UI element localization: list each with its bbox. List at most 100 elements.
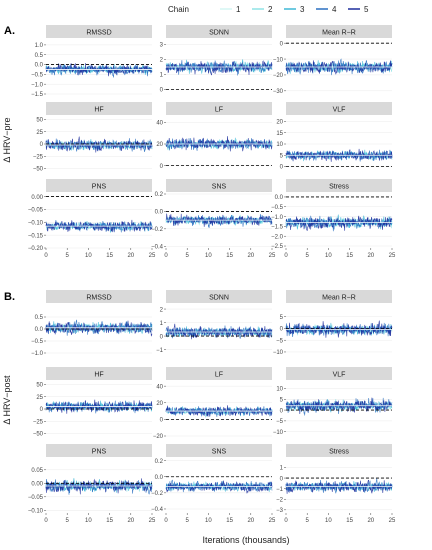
panel-strip bbox=[286, 367, 392, 380]
x-tick-label: 15 bbox=[226, 518, 233, 524]
y-tick-label: −0.5 bbox=[271, 205, 284, 211]
panel-strip bbox=[286, 25, 392, 38]
panel-1-5: VLF 10 5 0 −5 −10 bbox=[273, 367, 393, 436]
panel-title: HF bbox=[94, 107, 103, 114]
trace-chain-4 bbox=[285, 149, 393, 162]
y-tick-label: 0 bbox=[280, 476, 284, 482]
y-tick-label: 0 bbox=[280, 408, 284, 414]
x-tick-label: 0 bbox=[44, 253, 48, 259]
y-tick-label: 1.0 bbox=[35, 43, 44, 49]
y-tick-label: 10 bbox=[276, 387, 283, 393]
x-tick-label: 15 bbox=[106, 253, 113, 259]
y-tick-label: −10 bbox=[273, 430, 284, 436]
y-tick-label: 0 bbox=[280, 327, 284, 333]
x-tick-label: 5 bbox=[186, 518, 190, 524]
x-tick-label: 0 bbox=[284, 253, 288, 259]
y-tick-label: 0.2 bbox=[155, 459, 164, 465]
y-tick-label: −1.5 bbox=[271, 225, 284, 231]
y-tick-label: −1 bbox=[276, 487, 284, 493]
x-tick-label: 5 bbox=[66, 518, 70, 524]
panel-1-6: PNS 0.05 0.00 −0.05 −0.100 5 10 15 20 25 bbox=[28, 444, 156, 524]
panel-0-5: VLF 0 5 10 15 20 bbox=[276, 102, 393, 171]
y-tick-label: 20 bbox=[276, 120, 283, 126]
y-tick-label: −0.10 bbox=[28, 509, 44, 515]
x-tick-label: 15 bbox=[346, 253, 353, 259]
y-tick-label: 2 bbox=[160, 307, 164, 313]
x-tick-label: 0 bbox=[164, 253, 168, 259]
legend-label-5: 5 bbox=[364, 5, 369, 14]
panel-title: SDNN bbox=[209, 30, 229, 37]
trace-chain-4 bbox=[285, 397, 393, 416]
panel-1-7: SNS 0.2 0.0 −0.2 −0.40 5 10 15 20 25 bbox=[151, 444, 276, 524]
panel-title: SDNN bbox=[209, 295, 229, 302]
trace-chain-5 bbox=[285, 479, 393, 494]
y-tick-label: −25 bbox=[33, 154, 44, 160]
panel-strip bbox=[46, 367, 152, 380]
trace-chain-5 bbox=[285, 215, 393, 231]
y-tick-label: 0.0 bbox=[155, 210, 164, 216]
y-tick-label: −1.0 bbox=[31, 351, 44, 357]
panel-1-0: RMSSD 0.5 0.0 −0.5 −1.0 bbox=[31, 290, 153, 357]
trace-chain-5 bbox=[45, 478, 153, 495]
x-tick-label: 10 bbox=[205, 253, 212, 259]
panel-title: RMSSD bbox=[86, 30, 111, 37]
y-tick-label: −1 bbox=[156, 348, 164, 354]
panel-title: RMSSD bbox=[86, 295, 111, 302]
x-tick-label: 25 bbox=[269, 253, 276, 259]
panel-1-3: HF 50 25 0 −25 −50 bbox=[33, 367, 153, 438]
x-tick-label: 25 bbox=[389, 518, 396, 524]
panel-strip bbox=[166, 290, 272, 303]
y-tick-label: 0.00 bbox=[31, 482, 43, 488]
y-tick-label: 20 bbox=[156, 142, 163, 148]
panel-strip bbox=[166, 367, 272, 380]
panel-strip bbox=[166, 444, 272, 457]
x-tick-label: 0 bbox=[44, 518, 48, 524]
panel-0-3: HF 50 25 0 −25 −50 bbox=[33, 102, 153, 173]
y-tick-label: 0.0 bbox=[155, 475, 164, 481]
y-tick-label: −1.0 bbox=[271, 215, 284, 221]
panel-0-7: SNS 0.2 0.0 −0.2 −0.40 5 10 15 20 25 bbox=[151, 179, 276, 259]
legend-label-1: 1 bbox=[236, 5, 241, 14]
trace-chain-5 bbox=[45, 399, 153, 414]
panel-title: Mean R−R bbox=[322, 30, 356, 37]
y-tick-label: 0.0 bbox=[35, 327, 44, 333]
panel-title: VLF bbox=[333, 372, 346, 379]
panel-strip bbox=[166, 25, 272, 38]
panel-title: VLF bbox=[333, 107, 346, 114]
panel-strip bbox=[46, 179, 152, 192]
panel-0-0: RMSSD 1.0 0.5 0.0 −0.5 −1.0 −1.5 bbox=[31, 25, 153, 98]
y-tick-label: 0 bbox=[160, 164, 164, 170]
x-tick-label: 15 bbox=[226, 253, 233, 259]
y-tick-label: 3 bbox=[160, 43, 164, 49]
y-tick-label: 1 bbox=[280, 466, 284, 472]
y-tick-label: −0.20 bbox=[28, 246, 44, 252]
legend-title: Chain bbox=[168, 5, 189, 14]
y-tick-label: −10 bbox=[273, 350, 284, 356]
y-tick-label: 25 bbox=[36, 130, 43, 136]
panel-0-4: LF 0 20 40 bbox=[156, 102, 273, 170]
y-tick-label: −0.2 bbox=[151, 491, 164, 497]
y-tick-label: 0 bbox=[160, 88, 164, 94]
y-tick-label: 0.5 bbox=[35, 315, 44, 321]
y-tick-label: −20 bbox=[153, 434, 164, 440]
y-tick-label: 0 bbox=[40, 142, 44, 148]
y-tick-label: −20 bbox=[273, 73, 284, 79]
y-tick-label: −0.05 bbox=[28, 208, 44, 214]
x-tick-label: 20 bbox=[247, 253, 254, 259]
x-tick-label: 0 bbox=[164, 518, 168, 524]
panel-0-1: SDNN 0 1 2 3 bbox=[160, 25, 273, 94]
panel-title: PNS bbox=[92, 449, 107, 456]
y-tick-label: 0.00 bbox=[31, 195, 43, 201]
y-tick-label: −50 bbox=[33, 167, 44, 173]
x-tick-label: 10 bbox=[325, 518, 332, 524]
y-tick-label: 0.0 bbox=[35, 63, 44, 69]
y-tick-label: 5 bbox=[280, 315, 284, 321]
y-tick-label: 0.2 bbox=[155, 192, 164, 198]
y-tick-label: −50 bbox=[33, 432, 44, 438]
y-tick-label: −0.4 bbox=[151, 507, 164, 513]
y-tick-label: 40 bbox=[156, 121, 163, 127]
y-tick-label: 20 bbox=[156, 401, 163, 407]
y-tick-label: 1 bbox=[160, 73, 164, 79]
y-tick-label: −3 bbox=[276, 508, 284, 514]
